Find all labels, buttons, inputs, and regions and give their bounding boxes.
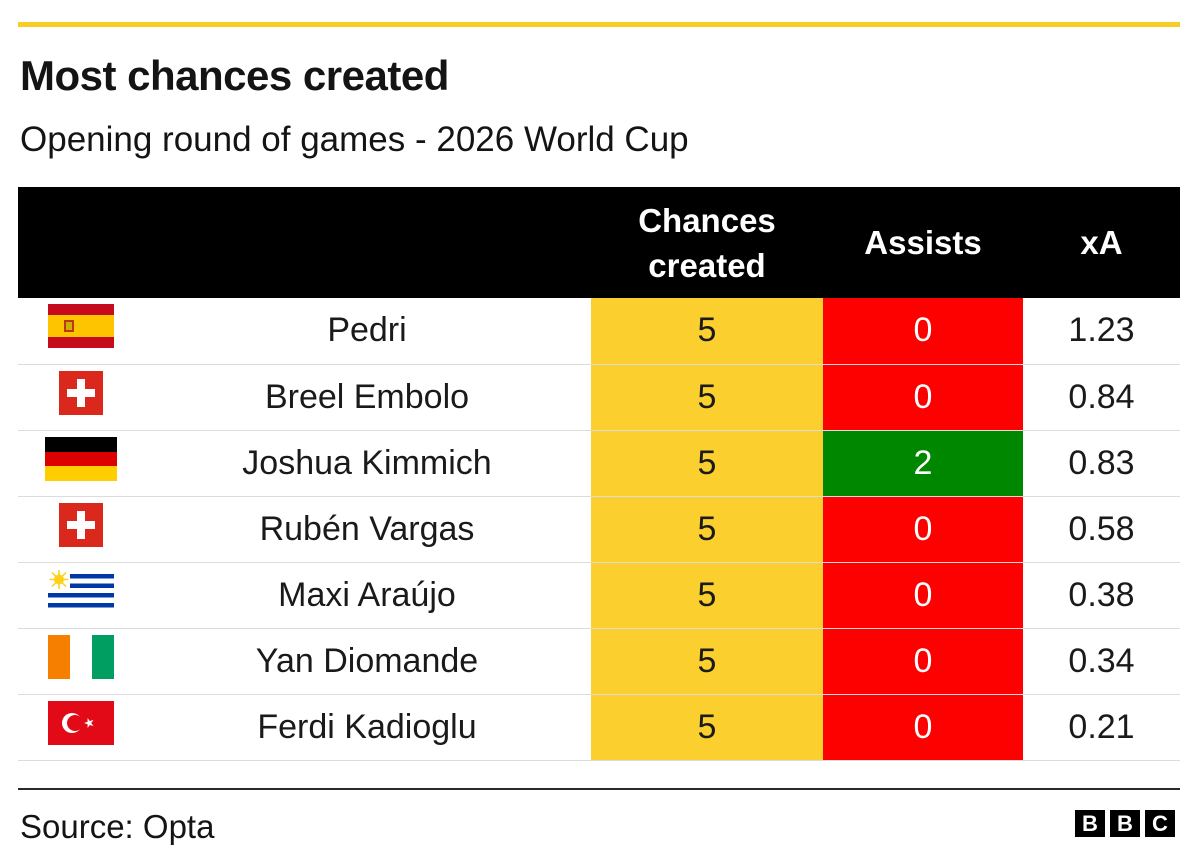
- flag-cell: [18, 495, 143, 562]
- table-row: Yan Diomande 5 0 0.34: [18, 627, 1180, 694]
- flag-cell: [18, 627, 143, 694]
- table-row: Joshua Kimmich 5 2 0.83: [18, 429, 1180, 496]
- turkey-flag-icon: [47, 700, 114, 754]
- stats-table: Chances created Assists xA Pedri 5 0 1.23 Br…: [18, 187, 1180, 761]
- table-row: Pedri 5 0 1.23: [18, 298, 1180, 364]
- assists-value: 2: [823, 429, 1023, 496]
- germany-flag-icon: [44, 436, 117, 490]
- header-chances-created: Chances created: [638, 201, 776, 284]
- header-player: [143, 187, 591, 298]
- xa-value: 0.83: [1023, 429, 1180, 496]
- chances-created-value: 5: [591, 363, 823, 430]
- table-row: Ferdi Kadioglu 5 0 0.21: [18, 693, 1180, 761]
- header-flag: [18, 187, 143, 298]
- spain-flag-icon: [47, 304, 114, 357]
- xa-value: 0.58: [1023, 495, 1180, 562]
- header-xa: xA: [1080, 224, 1123, 261]
- chances-created-value: 5: [591, 298, 823, 364]
- chances-created-value: 5: [591, 627, 823, 694]
- flag-cell: [18, 429, 143, 496]
- source-note: Source: Opta: [20, 808, 215, 845]
- assists-value: 0: [823, 363, 1023, 430]
- accent-bar: [18, 22, 1180, 27]
- switzerland-flag-icon: [58, 502, 103, 556]
- logo-letter: C: [1145, 810, 1175, 837]
- assists-value: 0: [823, 693, 1023, 761]
- footer-divider: [18, 788, 1180, 790]
- bbc-logo: B B C: [1075, 810, 1175, 837]
- logo-letter: B: [1110, 810, 1140, 837]
- player-name: Joshua Kimmich: [143, 429, 591, 496]
- chances-created-value: 5: [591, 561, 823, 628]
- xa-value: 0.21: [1023, 693, 1180, 761]
- xa-value: 0.84: [1023, 363, 1180, 430]
- ivory-coast-flag-icon: [47, 634, 114, 688]
- switzerland-flag-icon: [58, 370, 103, 424]
- player-name: Yan Diomande: [143, 627, 591, 694]
- uruguay-flag-icon: [47, 568, 114, 622]
- chances-created-value: 5: [591, 693, 823, 761]
- header-row: Chances created Assists xA: [18, 187, 1180, 298]
- chart-subtitle: Opening round of games - 2026 World Cup: [20, 120, 689, 159]
- logo-letter: B: [1075, 810, 1105, 837]
- table-row: Maxi Araújo 5 0 0.38: [18, 561, 1180, 628]
- player-name: Maxi Araújo: [143, 561, 591, 628]
- table-row: Breel Embolo 5 0 0.84: [18, 363, 1180, 430]
- xa-value: 1.23: [1068, 311, 1135, 350]
- header-assists: Assists: [864, 224, 982, 261]
- flag-cell: [18, 561, 143, 628]
- chances-created-value: 5: [591, 429, 823, 496]
- assists-value: 0: [823, 561, 1023, 628]
- player-name: Ferdi Kadioglu: [143, 693, 591, 761]
- chances-created-value: 5: [591, 495, 823, 562]
- assists-value: 0: [823, 627, 1023, 694]
- table-row: Rubén Vargas 5 0 0.58: [18, 495, 1180, 562]
- xa-value: 0.34: [1023, 627, 1180, 694]
- assists-value: 0: [823, 298, 1023, 364]
- player-name: Pedri: [327, 311, 407, 350]
- flag-cell: [18, 298, 143, 364]
- player-name: Rubén Vargas: [143, 495, 591, 562]
- chart-title: Most chances created: [20, 52, 449, 99]
- flag-cell: [18, 693, 143, 761]
- assists-value: 0: [823, 495, 1023, 562]
- xa-value: 0.38: [1023, 561, 1180, 628]
- player-name: Breel Embolo: [143, 363, 591, 430]
- flag-cell: [18, 363, 143, 430]
